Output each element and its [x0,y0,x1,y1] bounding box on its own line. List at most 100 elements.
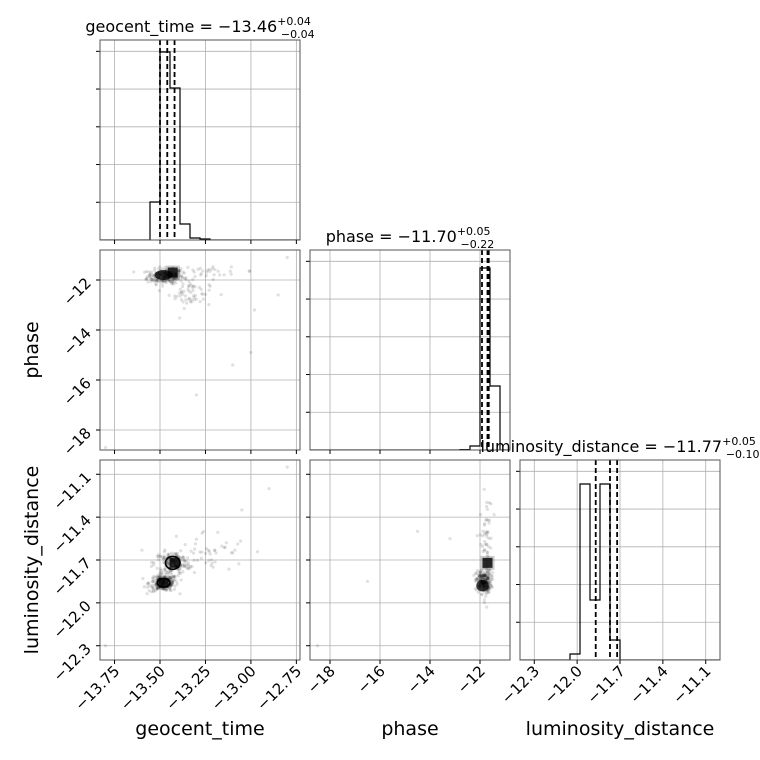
sample-point [478,573,482,578]
sample-point [479,576,483,580]
sample-point [486,570,490,574]
sample-point [153,575,157,579]
sample-point [487,501,491,505]
sample-point [476,576,480,580]
sample-point [216,269,220,273]
sample-point [223,545,227,549]
sample-point [186,265,190,269]
sample-point [169,570,173,575]
sample-point [237,562,241,566]
panel-frame [99,249,301,451]
sample-point [173,552,178,556]
sample-point [148,273,152,277]
sample-point [473,587,477,591]
sample-point [148,272,153,276]
sample-point [172,277,177,281]
sample-point [191,294,196,298]
sample-point [158,572,163,576]
sample-point [149,270,154,274]
sample-point [183,276,187,280]
sample-point [161,279,165,283]
sample-point [174,553,179,557]
sample-point [200,550,204,554]
y-tick-label: −14 [60,324,95,359]
sample-point [158,570,162,574]
sample-point [145,592,149,596]
x-tick-label: −18 [304,662,339,697]
sample-point [480,572,484,576]
sample-point [209,558,214,562]
sample-point [171,579,175,583]
sample-point [161,587,165,591]
sample-point [168,576,173,580]
sample-point [153,583,157,587]
sample-point [151,586,155,591]
sample-point [487,587,491,591]
sample-point [154,588,158,592]
sample-point [483,522,487,526]
sample-point [183,564,187,568]
sample-point [156,279,160,284]
sample-point [255,550,260,554]
sample-point [175,277,179,282]
sample-point [228,269,232,273]
sample-point [170,282,174,286]
sample-point [159,279,164,283]
sample-point [188,282,192,286]
sample-point [169,577,173,581]
sample-point [172,282,176,286]
title-upper-error: +0.05 [457,225,491,238]
sample-point [486,518,490,522]
sample-point [485,575,490,579]
sample-point [486,575,490,580]
sample-point [179,266,183,271]
sample-point [149,277,153,281]
sample-point [163,588,167,592]
sample-point [163,280,167,284]
sample-point [490,585,494,589]
sample-point [487,590,491,594]
sample-point [481,577,486,581]
sample-point [198,299,202,304]
sample-point [149,590,154,594]
sample-point [154,283,158,287]
sample-point [173,277,177,281]
sample-point [146,581,150,585]
sample-point [156,573,160,577]
sample-point [155,566,159,570]
sample-point [201,297,206,301]
sample-point [171,582,175,586]
sample-point [182,562,187,566]
panel-phase-phase [306,249,511,454]
sample-point [207,267,211,271]
sample-point [481,577,485,581]
sample-point [192,270,196,274]
sample-point [485,543,489,547]
sample-point [220,544,224,548]
sample-point [488,579,492,583]
sample-point [488,577,492,581]
sample-point [177,291,182,295]
sample-point [482,573,486,577]
sample-point [184,277,188,282]
y-tick-label: −11.1 [50,468,95,513]
sample-point [160,267,164,271]
title-value: phase = −11.70 [326,227,457,246]
x-axis-label-geocent_time: geocent_time [135,718,264,740]
sample-point [169,575,173,580]
sample-point [164,575,168,579]
sample-point [181,564,185,569]
sample-point [315,644,320,648]
sample-point [148,275,152,279]
sample-point [485,605,489,609]
sample-point [218,273,222,277]
panel-content [100,40,300,240]
sample-point [484,530,488,534]
sample-point [155,585,159,589]
sample-point [172,574,176,578]
sample-point [154,277,158,281]
sample-point [177,269,181,273]
sample-point [157,574,161,578]
histogram-phase [310,267,510,450]
sample-point [485,577,489,581]
